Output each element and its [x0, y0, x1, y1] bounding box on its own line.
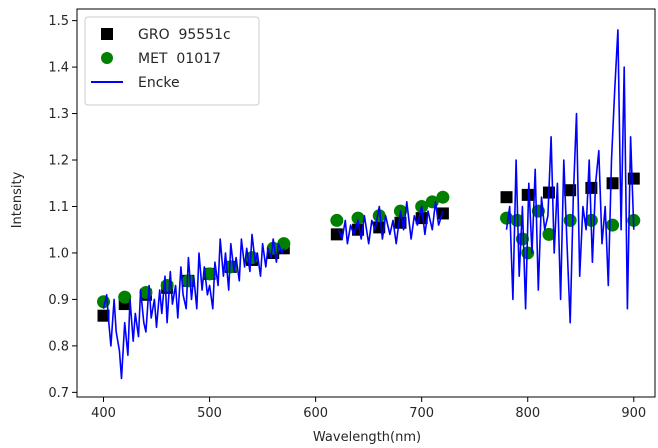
x-tick-label: 900	[621, 406, 646, 421]
data-point-met	[203, 267, 217, 281]
data-point-met	[118, 290, 132, 304]
y-tick-label: 1.0	[48, 246, 69, 261]
series-line-encke-segment-2	[338, 201, 444, 245]
legend-label: Encke	[138, 75, 180, 91]
data-point-met	[266, 241, 280, 255]
data-point-met	[277, 237, 291, 251]
data-point-gro	[606, 177, 619, 190]
axes-frame	[76, 8, 656, 398]
x-tick-label: 800	[515, 406, 540, 421]
data-point-met	[181, 274, 195, 288]
y-tick-label: 1.4	[48, 61, 69, 76]
y-tick-label: 1.1	[48, 200, 69, 215]
data-point-met	[515, 232, 529, 246]
y-tick-label: 0.8	[48, 339, 69, 354]
legend-label: GRO 95551c	[138, 27, 231, 43]
x-tick-label: 700	[409, 406, 434, 421]
data-point-gro	[500, 191, 513, 204]
data-point-met	[542, 227, 556, 241]
legend-label: MET 01017	[138, 51, 221, 67]
legend: GRO 95551c MET 01017 Encke	[84, 16, 260, 106]
plot-area	[97, 29, 641, 380]
legend-marker-gro	[101, 28, 113, 40]
x-axis-label: Wavelength(nm)	[313, 430, 421, 445]
y-tick-label: 0.9	[48, 293, 69, 308]
data-point-gro	[97, 309, 110, 322]
data-point-gro	[118, 298, 131, 311]
y-tick-label: 1.5	[48, 14, 69, 29]
x-tick-label: 500	[197, 406, 222, 421]
data-point-met	[436, 190, 450, 204]
x-tick-label: 400	[91, 406, 116, 421]
data-point-met	[372, 209, 386, 223]
data-point-met	[351, 211, 365, 225]
data-point-met	[606, 218, 620, 232]
legend-marker-met	[101, 52, 113, 64]
y-tick-label: 0.7	[48, 386, 69, 401]
data-point-met	[330, 213, 344, 227]
y-tick-label: 1.3	[48, 107, 69, 122]
y-axis-label: Intensity	[10, 171, 25, 228]
series-line-encke-segment-3	[505, 29, 635, 324]
y-tick-label: 1.2	[48, 154, 69, 169]
series-line-encke-segment-1	[102, 233, 285, 380]
x-tick-label: 600	[303, 406, 328, 421]
legend-box	[84, 16, 260, 106]
data-point-gro	[627, 172, 640, 185]
axes: 400 500 600 700 800 900 0.7 0.8 0.9 1.0 1.1 1.2 1.3 1…	[48, 8, 656, 421]
